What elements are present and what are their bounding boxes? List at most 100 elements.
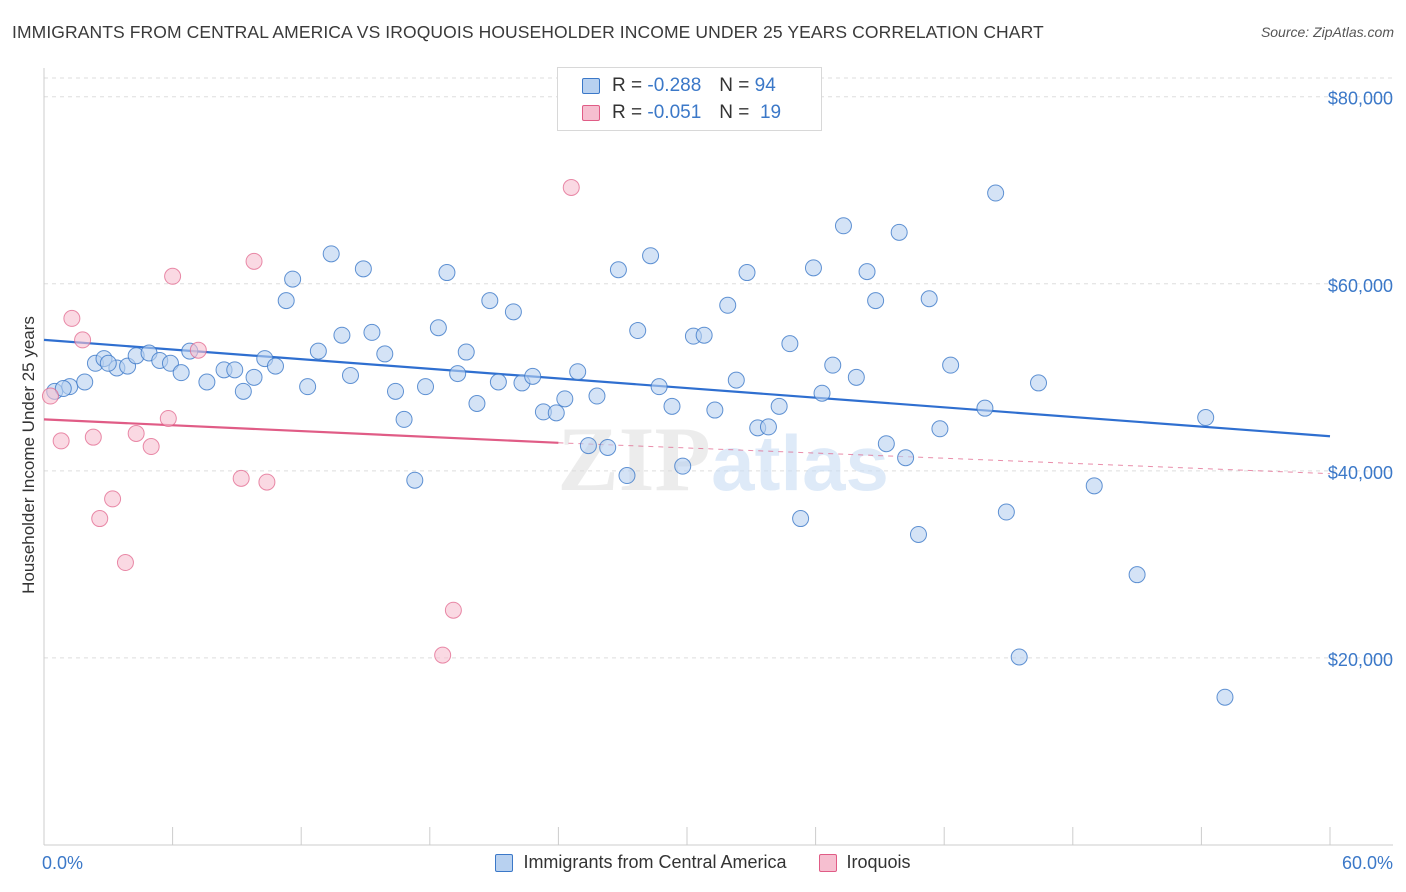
point-central-america (468, 395, 486, 413)
point-central-america (363, 323, 381, 341)
point-central-america (890, 223, 908, 241)
point-central-america (395, 410, 413, 428)
point-iroquois (444, 601, 462, 619)
point-central-america (942, 356, 960, 374)
grid-lines (44, 77, 1393, 659)
watermark-atlas: atlas (711, 419, 889, 507)
point-iroquois (63, 309, 81, 327)
point-central-america (76, 373, 94, 391)
point-central-america (322, 245, 340, 263)
trend-line-iroquois-extension (558, 442, 1331, 475)
data-points (41, 178, 1234, 706)
point-central-america (417, 378, 435, 396)
point-central-america (867, 292, 885, 310)
legend-label: Immigrants from Central America (523, 852, 787, 872)
point-central-america (1030, 374, 1048, 392)
y-tick-label: $80,000 (1328, 89, 1393, 109)
point-central-america (333, 326, 351, 344)
y-tick-label: $40,000 (1328, 463, 1393, 483)
legend-n-label: N = (719, 102, 750, 123)
point-iroquois (189, 341, 207, 359)
legend-item-central-america: Immigrants from Central America (495, 852, 787, 873)
point-iroquois (159, 409, 177, 427)
point-central-america (376, 345, 394, 363)
point-central-america (618, 467, 636, 485)
point-central-america (727, 371, 745, 389)
watermark-zip: ZIP (557, 408, 710, 510)
point-central-america (547, 404, 565, 422)
y-axis-label: Householder Income Under 25 years (19, 316, 38, 594)
point-central-america (759, 418, 777, 436)
legend-r-value: -0.051 (647, 102, 702, 123)
point-central-america (198, 373, 216, 391)
trend-line-iroquois (43, 418, 559, 444)
point-central-america (341, 366, 359, 384)
point-iroquois (258, 473, 276, 491)
point-central-america (858, 263, 876, 281)
point-central-america (650, 378, 668, 396)
point-iroquois (84, 428, 102, 446)
legend-row-central-america: R = -0.288 N = 94 (582, 73, 776, 99)
point-central-america (226, 361, 244, 379)
point-iroquois (116, 554, 134, 572)
point-central-america (354, 260, 372, 278)
point-central-america (877, 435, 895, 453)
point-iroquois (562, 178, 580, 196)
legend-row-iroquois: R = -0.051 N = 19 (582, 100, 781, 126)
point-central-america (813, 384, 831, 402)
legend-swatch-blue (582, 78, 600, 94)
point-central-america (161, 354, 179, 372)
point-iroquois (434, 646, 452, 664)
point-iroquois (104, 490, 122, 508)
point-central-america (997, 503, 1015, 521)
point-central-america (1216, 688, 1234, 706)
legend-n-value: 94 (754, 75, 776, 96)
point-central-america (897, 449, 915, 467)
point-central-america (909, 525, 927, 543)
point-central-america (284, 270, 302, 288)
point-central-america (706, 401, 724, 419)
legend-swatch-pink (818, 853, 837, 872)
point-central-america (1197, 409, 1215, 427)
chart-title: IMMIGRANTS FROM CENTRAL AMERICA VS IROQU… (12, 22, 1044, 42)
y-tick-label: $20,000 (1328, 650, 1393, 670)
point-central-america (588, 387, 606, 405)
point-central-america (438, 264, 456, 282)
point-iroquois (91, 510, 109, 528)
legend-swatch-blue (495, 853, 514, 872)
point-central-america (481, 292, 499, 310)
series-legend: Immigrants from Central America Iroquois (0, 852, 1406, 873)
x-tick-label-min: 0.0% (42, 853, 83, 873)
point-central-america (1010, 648, 1028, 666)
y-tick-label: $60,000 (1328, 276, 1393, 296)
x-tick-label-max: 60.0% (1342, 853, 1393, 873)
point-central-america (245, 368, 263, 386)
point-iroquois (52, 432, 70, 450)
point-central-america (663, 397, 681, 415)
point-central-america (504, 303, 522, 321)
point-central-america (429, 319, 447, 337)
point-central-america (54, 380, 72, 398)
point-central-america (99, 354, 117, 372)
point-iroquois (127, 424, 145, 442)
point-iroquois (164, 267, 182, 285)
point-central-america (457, 343, 475, 361)
point-central-america (629, 322, 647, 340)
point-central-america (738, 264, 756, 282)
point-central-america (931, 420, 949, 438)
point-central-america (674, 457, 692, 475)
point-central-america (556, 390, 574, 408)
point-central-america (277, 292, 295, 310)
point-central-america (309, 342, 327, 360)
point-central-america (299, 378, 317, 396)
point-central-america (234, 382, 252, 400)
axes (43, 68, 1393, 846)
source-label: Source: ZipAtlas.com (1260, 24, 1394, 40)
point-central-america (406, 471, 424, 489)
point-central-america (920, 290, 938, 308)
point-central-america (695, 326, 713, 344)
point-central-america (489, 373, 507, 391)
point-central-america (781, 335, 799, 353)
legend-item-iroquois: Iroquois (818, 852, 911, 873)
